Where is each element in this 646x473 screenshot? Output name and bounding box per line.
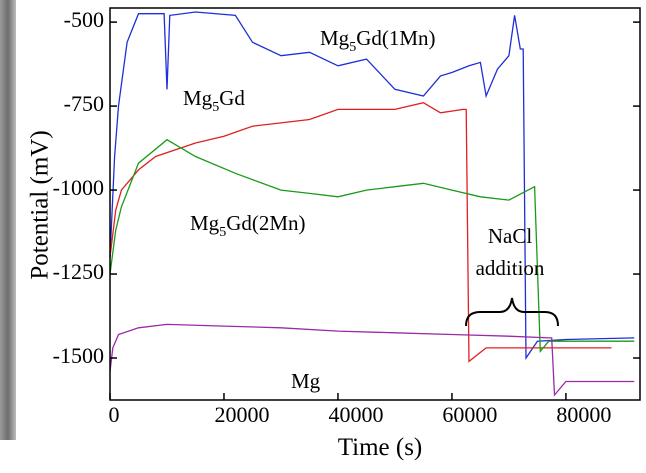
y-tick-label: -1000 bbox=[53, 175, 104, 200]
annotation: Mg5Gd bbox=[183, 86, 245, 115]
background-image-strip bbox=[0, 0, 16, 440]
annotation: Mg5Gd(1Mn) bbox=[320, 26, 436, 55]
annotation: NaCl bbox=[488, 224, 532, 248]
y-tick-label: -1500 bbox=[53, 343, 104, 368]
x-tick-label: 80000 bbox=[556, 402, 611, 427]
annotation: Mg5Gd(2Mn) bbox=[190, 211, 306, 240]
x-tick-label: 20000 bbox=[214, 402, 269, 427]
plot-area bbox=[109, 11, 635, 397]
series-line bbox=[109, 11, 635, 361]
x-axis-label: Time (s) bbox=[338, 434, 423, 461]
x-tick-label: 40000 bbox=[328, 402, 383, 427]
series-line bbox=[109, 102, 612, 363]
y-axis-label: Potential (mV) bbox=[27, 130, 54, 279]
brace bbox=[465, 297, 559, 327]
y-tick-label: -750 bbox=[64, 91, 104, 116]
x-tick-label: 0 bbox=[109, 402, 120, 427]
annotation: Mg bbox=[291, 369, 321, 393]
series-line bbox=[109, 323, 635, 397]
y-tick-label: -500 bbox=[64, 7, 104, 32]
x-tick-label: 60000 bbox=[442, 402, 497, 427]
axes-frame bbox=[109, 7, 641, 401]
y-tick-label: -1250 bbox=[53, 259, 104, 284]
series-line bbox=[109, 138, 635, 354]
annotation: addition bbox=[476, 256, 545, 280]
